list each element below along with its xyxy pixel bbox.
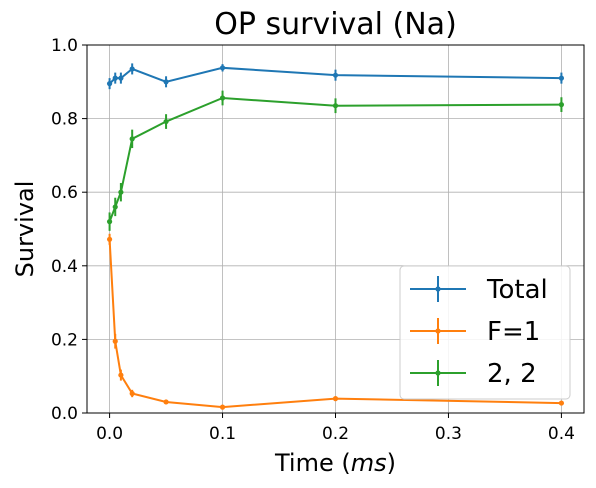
data-point — [219, 95, 226, 101]
legend: Total F=1 2, 2 — [399, 265, 571, 400]
y-tick-label: 0.8 — [51, 110, 78, 130]
data-point — [163, 79, 169, 85]
data-point — [558, 75, 565, 81]
chart-title: OP survival (Na) — [214, 7, 457, 42]
y-tick-label: 0.4 — [51, 257, 78, 277]
data-point — [112, 75, 118, 81]
series-layer — [106, 63, 565, 410]
x-tick-label: 0.2 — [322, 424, 349, 444]
ticks: 0.0 0.1 0.2 0.3 0.4 0.0 0.2 0.4 0.6 0.8 1.0 — [51, 36, 575, 444]
data-point — [558, 400, 565, 406]
x-axis-label-unit: ms — [351, 449, 387, 477]
series-2 — [106, 90, 565, 231]
series-1 — [106, 233, 565, 410]
x-tick-label: 0.0 — [96, 424, 123, 444]
legend-entry: Total — [410, 275, 548, 305]
y-tick-label: 0.6 — [51, 183, 78, 203]
y-tick-label: 1.0 — [51, 36, 78, 56]
y-tick-label: 0.2 — [51, 330, 78, 350]
data-point — [332, 103, 339, 109]
data-point — [106, 236, 113, 242]
data-point — [118, 75, 124, 81]
data-point — [163, 118, 169, 125]
data-point — [112, 204, 118, 210]
legend-entry: F=1 — [410, 317, 540, 347]
x-tick-label: 0.4 — [548, 424, 575, 444]
data-point — [558, 102, 565, 108]
legend-label: F=1 — [487, 317, 540, 347]
data-point — [163, 399, 169, 405]
legend-label: 2, 2 — [487, 359, 537, 389]
legend-marker — [435, 370, 441, 376]
y-tick-label: 0.0 — [51, 404, 78, 424]
legend-entry: 2, 2 — [410, 359, 537, 389]
data-point — [219, 65, 226, 71]
data-point — [106, 219, 113, 225]
data-point — [129, 136, 135, 142]
legend-label: Total — [486, 275, 548, 305]
data-point — [129, 66, 135, 72]
data-point — [332, 396, 339, 402]
legend-box — [399, 265, 571, 400]
data-point — [219, 404, 226, 410]
series-0 — [106, 63, 565, 90]
x-tick-label: 0.1 — [209, 424, 236, 444]
data-point — [112, 338, 118, 344]
x-axis-label-text: Time — [274, 449, 334, 477]
y-axis-label: Survival — [11, 181, 39, 278]
data-point — [129, 390, 135, 397]
data-point — [118, 372, 124, 378]
x-axis-label-close: ) — [387, 449, 396, 477]
x-tick-label: 0.3 — [435, 424, 462, 444]
data-point — [332, 72, 339, 78]
data-point — [118, 189, 124, 195]
legend-marker — [435, 328, 441, 334]
data-point — [106, 81, 113, 87]
x-axis-label-open: ( — [334, 449, 351, 477]
legend-marker — [435, 286, 441, 292]
x-axis-label: Time (ms) — [274, 449, 396, 477]
